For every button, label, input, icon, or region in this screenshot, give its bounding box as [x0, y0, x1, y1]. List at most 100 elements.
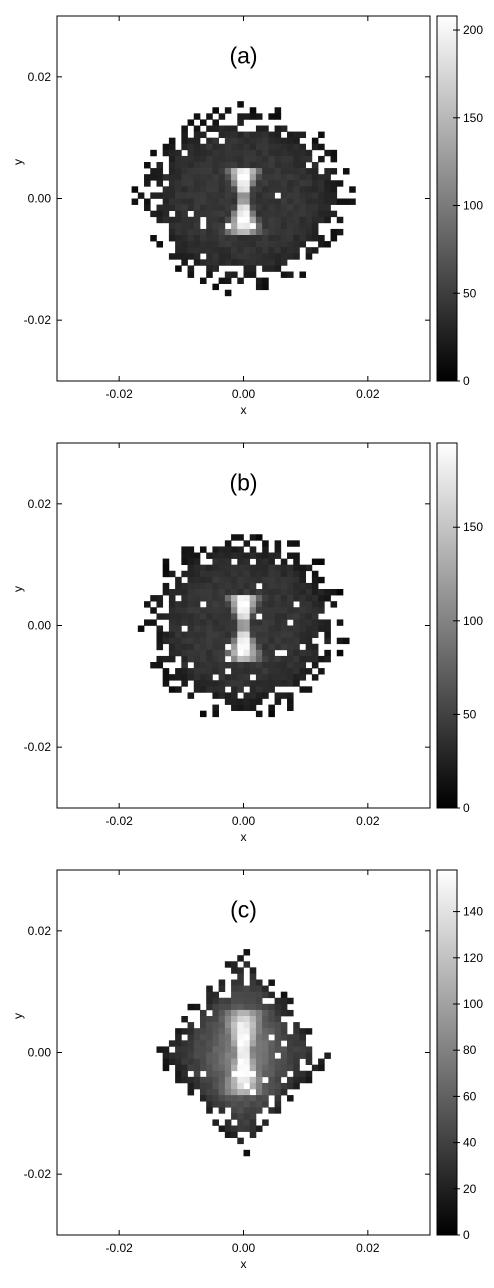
heatmap-cell [280, 613, 288, 620]
heatmap-cell [280, 680, 288, 687]
heatmap-cell [243, 649, 251, 657]
heatmap-cell [231, 662, 238, 669]
heatmap-cell [249, 692, 257, 699]
heatmap-cell [255, 1052, 263, 1059]
heatmap-cell [299, 570, 307, 578]
heatmap-cell [311, 174, 319, 181]
heatmap-cell [193, 1040, 201, 1047]
heatmap-cell [243, 235, 251, 242]
heatmap-cell [212, 613, 219, 620]
heatmap-cell [212, 125, 219, 132]
heatmap-cell [218, 979, 226, 986]
heatmap-cell [255, 1125, 263, 1132]
heatmap-cell [311, 607, 319, 614]
heatmap-cell [206, 113, 213, 120]
heatmap-cell [268, 601, 275, 608]
heatmap-cell [175, 180, 182, 187]
heatmap-cell [268, 1082, 275, 1090]
heatmap-cell [262, 1052, 269, 1059]
heatmap-cell [255, 595, 263, 602]
heatmap-cell [218, 552, 226, 559]
heatmap-cell [206, 576, 213, 584]
heatmap-cell [212, 643, 219, 651]
heatmap-cell [243, 552, 251, 559]
heatmap-cell [274, 1003, 282, 1011]
heatmap-cell [249, 1064, 257, 1072]
heatmap-cell [224, 247, 232, 254]
heatmap-cell [268, 247, 275, 254]
heatmap-cell [231, 552, 238, 559]
heatmap-cell [305, 1058, 313, 1066]
heatmap-cell [193, 143, 201, 151]
heatmap-cell [144, 619, 151, 626]
heatmap-cell [199, 247, 207, 254]
heatmap-cell [330, 155, 338, 163]
heatmap-cell [262, 253, 269, 260]
heatmap-cell [218, 1076, 226, 1084]
heatmap-cell [224, 216, 232, 224]
heatmap-cell [218, 277, 226, 285]
colorbar-tick-label: 100 [463, 614, 483, 628]
heatmap-cell [243, 961, 251, 968]
heatmap-cell [187, 265, 195, 272]
heatmap-cell [212, 235, 219, 242]
heatmap-cell [287, 180, 294, 187]
heatmap-cell [305, 601, 313, 608]
heatmap-cell [305, 198, 313, 205]
heatmap-cell [231, 961, 238, 968]
heatmap-cell [249, 619, 257, 626]
heatmap-cell [274, 198, 282, 205]
heatmap-cell [287, 186, 294, 193]
heatmap-cell [231, 216, 238, 224]
heatmap-cell [224, 1028, 232, 1035]
heatmap-cell [268, 143, 275, 151]
heatmap-cell [175, 155, 182, 163]
panel-b: -0.02 0.00 0.02 0.02 0.00 -0.02 x y (b) 150 100 50 0 [0, 427, 494, 854]
heatmap-cell [287, 589, 294, 596]
heatmap-cell [237, 985, 244, 993]
heatmap-cell [249, 228, 257, 236]
heatmap-cell [268, 131, 275, 139]
heatmap-cell [218, 143, 226, 151]
x-axis-label: x [241, 830, 247, 844]
heatmap-cell [181, 235, 188, 242]
heatmap-cell [268, 991, 275, 999]
heatmap-cell [231, 180, 238, 187]
heatmap-cell [206, 1076, 213, 1084]
heatmap-cell [162, 589, 170, 596]
heatmap-cell [237, 1119, 244, 1126]
x-tick-label: -0.02 [105, 387, 133, 401]
heatmap-cell [268, 149, 275, 157]
heatmap-cell [274, 662, 282, 669]
heatmap-cell [268, 589, 275, 596]
heatmap-cell [249, 698, 257, 705]
colorbar [436, 442, 458, 809]
heatmap-cell [293, 552, 300, 559]
heatmap-cell [262, 1046, 269, 1053]
heatmap-cell [262, 1003, 269, 1011]
heatmap-cell [324, 174, 331, 181]
heatmap-cell [231, 1022, 238, 1029]
heatmap-cell [168, 637, 176, 645]
heatmap-cell [330, 235, 338, 242]
heatmap-cell [324, 595, 331, 602]
heatmap-cell [187, 192, 195, 199]
heatmap-cell [168, 186, 176, 193]
heatmap-cell [237, 662, 244, 669]
heatmap-cell [199, 277, 207, 285]
heatmap-cell [199, 186, 207, 193]
heatmap-cell [162, 198, 170, 205]
panel-label: (a) [229, 43, 257, 69]
heatmap-cell [274, 564, 282, 572]
heatmap-cell [274, 692, 282, 699]
heatmap-cell [224, 1131, 232, 1139]
heatmap-cell [237, 631, 244, 639]
heatmap-cell [243, 1101, 251, 1108]
heatmap-cell [262, 686, 269, 693]
heatmap-cell [237, 997, 244, 1005]
heatmap-cell [187, 155, 195, 163]
heatmap-cell [255, 1064, 263, 1072]
colorbar-tick-label: 50 [463, 286, 477, 300]
heatmap-cell [175, 1076, 182, 1084]
heatmap-cell [193, 625, 201, 632]
